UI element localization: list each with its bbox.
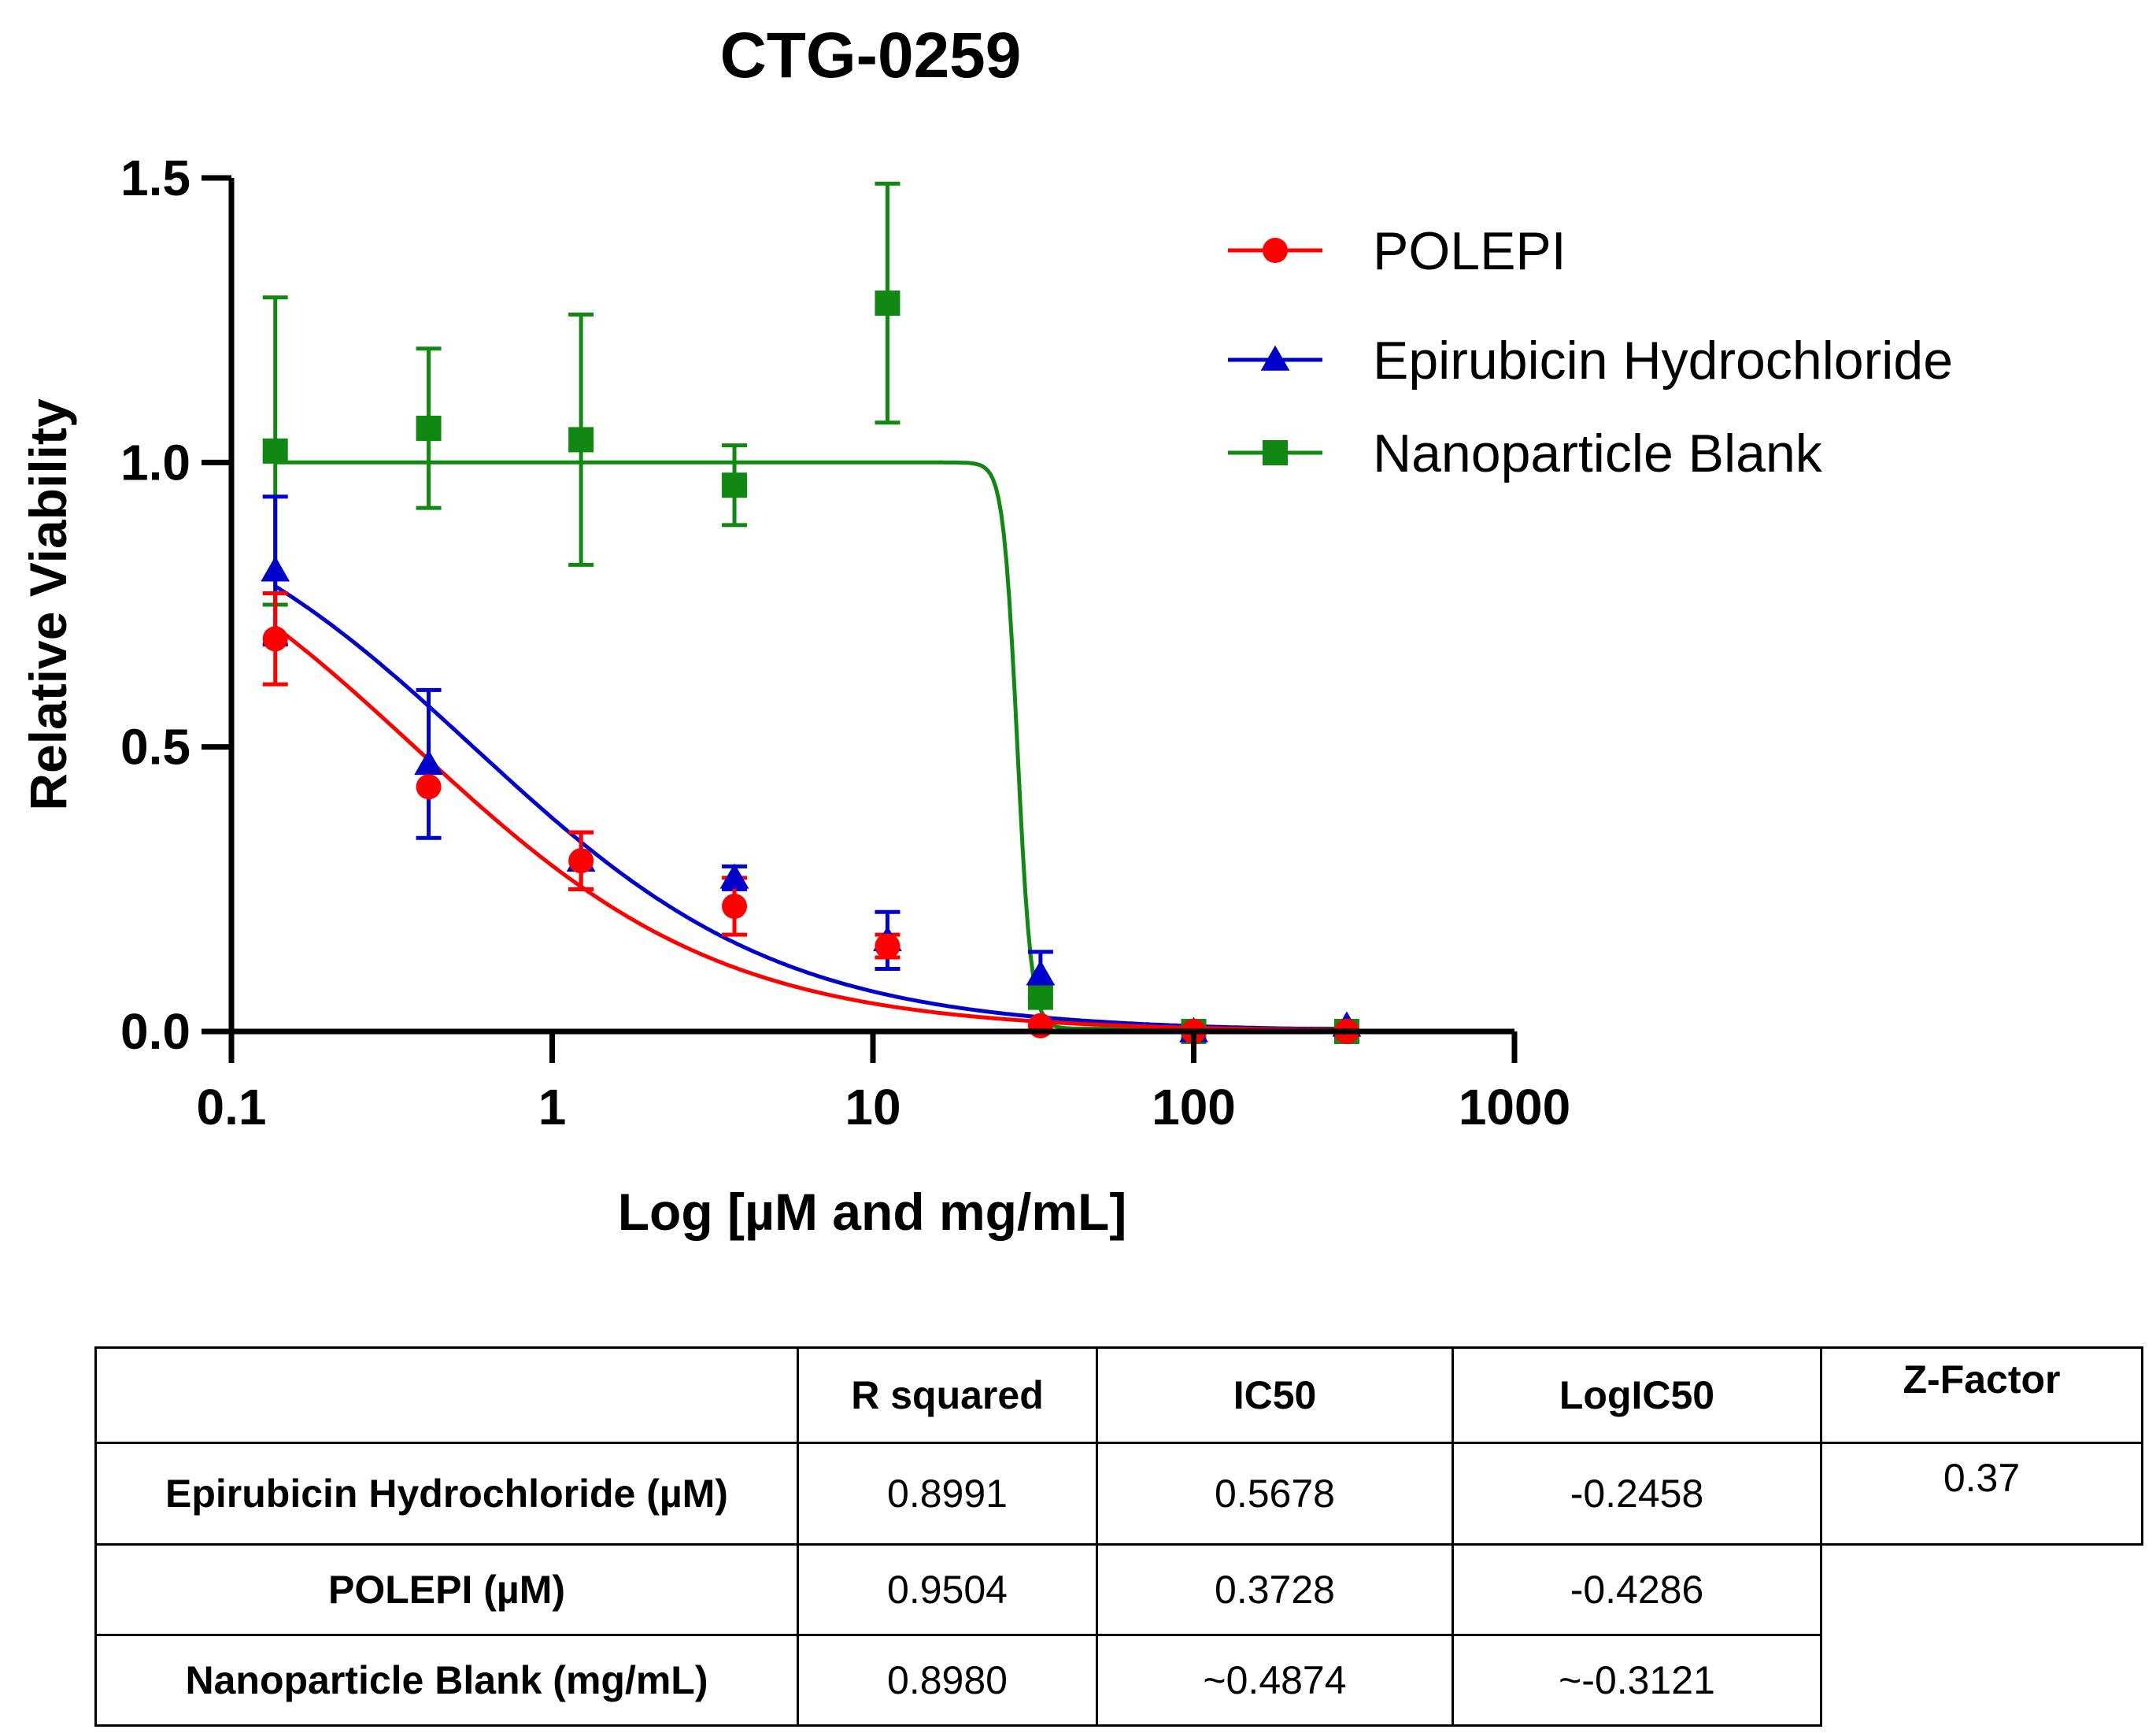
logic50-cell: -0.4286 bbox=[1452, 1543, 1822, 1636]
y-tick-label: 0.5 bbox=[120, 719, 190, 776]
header-ic50: IC50 bbox=[1096, 1346, 1454, 1444]
row-label: POLEPI (µM) bbox=[94, 1543, 799, 1636]
data-point bbox=[262, 626, 288, 652]
r-squared-cell: 0.8991 bbox=[797, 1442, 1098, 1546]
r-squared-cell: 0.8980 bbox=[797, 1634, 1098, 1727]
fit-curves bbox=[274, 460, 1347, 1032]
legend-marker bbox=[1260, 345, 1290, 371]
fit-curve-1 bbox=[274, 584, 1347, 1031]
data-point bbox=[261, 556, 290, 582]
ic50-cell: 0.3728 bbox=[1096, 1543, 1454, 1636]
data-point bbox=[1026, 960, 1056, 986]
header-logic50: LogIC50 bbox=[1452, 1346, 1822, 1444]
data-point bbox=[416, 774, 442, 800]
legend-label: Nanoparticle Blank bbox=[1373, 424, 1823, 483]
row-label: Epirubicin Hydrochloride (µM) bbox=[94, 1442, 799, 1546]
data-points bbox=[261, 290, 1362, 1044]
x-tick-label: 0.1 bbox=[197, 1079, 267, 1135]
y-tick-label: 1.0 bbox=[120, 434, 190, 491]
empty-cell bbox=[1821, 1545, 2143, 1635]
header-z-factor: Z-Factor bbox=[1820, 1346, 2143, 1444]
data-point bbox=[1027, 984, 1053, 1010]
x-tick-label: 100 bbox=[1152, 1079, 1236, 1135]
y-tick-label: 0.0 bbox=[120, 1003, 190, 1060]
ic50-cell: ~0.4874 bbox=[1096, 1634, 1454, 1727]
data-point bbox=[568, 848, 594, 874]
header-r-squared: R squared bbox=[797, 1346, 1098, 1444]
r-squared-cell: 0.9504 bbox=[797, 1543, 1098, 1636]
legend-marker bbox=[1263, 440, 1288, 465]
data-point bbox=[568, 427, 594, 453]
fit-curve-2 bbox=[275, 460, 1347, 1031]
y-axis-label: Relative Viability bbox=[19, 398, 77, 811]
z-factor-cell: 0.37 bbox=[1820, 1442, 2143, 1546]
legend: POLEPI Epirubicin Hydrochloride Nanopartic… bbox=[1228, 221, 1953, 483]
table-header-row: R squared IC50 LogIC50 Z-Factor bbox=[94, 1346, 2143, 1444]
x-ticks: 0.1 1 10 100 1000 bbox=[197, 1031, 1570, 1135]
table-row: Nanoparticle Blank (mg/mL) 0.8980 ~0.487… bbox=[94, 1634, 2143, 1727]
data-point bbox=[719, 863, 749, 889]
legend-marker bbox=[1263, 238, 1288, 263]
axes bbox=[228, 178, 1514, 1035]
empty-cell bbox=[1821, 1635, 2143, 1726]
error-bars bbox=[262, 181, 1053, 1000]
data-point bbox=[416, 415, 442, 441]
x-tick-label: 1 bbox=[538, 1079, 567, 1135]
row-label: Nanoparticle Blank (mg/mL) bbox=[94, 1634, 799, 1727]
data-point bbox=[722, 894, 748, 920]
table-row: Epirubicin Hydrochloride (µM) 0.8991 0.5… bbox=[94, 1442, 2143, 1546]
header-blank-cell bbox=[94, 1346, 799, 1444]
ic50-cell: 0.5678 bbox=[1096, 1442, 1454, 1546]
legend-label: Epirubicin Hydrochloride bbox=[1373, 331, 1953, 391]
logic50-cell: -0.2458 bbox=[1452, 1442, 1822, 1546]
x-tick-label: 10 bbox=[845, 1079, 900, 1135]
x-tick-label: 1000 bbox=[1459, 1079, 1570, 1135]
chart-title: CTG-0259 bbox=[720, 20, 1022, 91]
fit-curve-0 bbox=[274, 625, 1347, 1032]
data-point bbox=[875, 290, 900, 316]
legend-label: POLEPI bbox=[1373, 221, 1566, 281]
table-row: POLEPI (µM) 0.9504 0.3728 -0.4286 bbox=[94, 1543, 2143, 1636]
logic50-cell: ~-0.3121 bbox=[1452, 1634, 1822, 1727]
data-point bbox=[414, 749, 443, 776]
data-point bbox=[1027, 1013, 1053, 1039]
data-point bbox=[722, 472, 748, 498]
y-tick-label: 1.5 bbox=[120, 150, 190, 206]
y-ticks: 0.0 0.5 1.0 1.5 bbox=[120, 150, 231, 1060]
data-point bbox=[262, 438, 288, 464]
data-point bbox=[875, 933, 900, 959]
fit-statistics-table: R squared IC50 LogIC50 Z-Factor Epirubic… bbox=[94, 1346, 2143, 1727]
x-axis-label: Log [µM and mg/mL] bbox=[618, 1183, 1127, 1241]
